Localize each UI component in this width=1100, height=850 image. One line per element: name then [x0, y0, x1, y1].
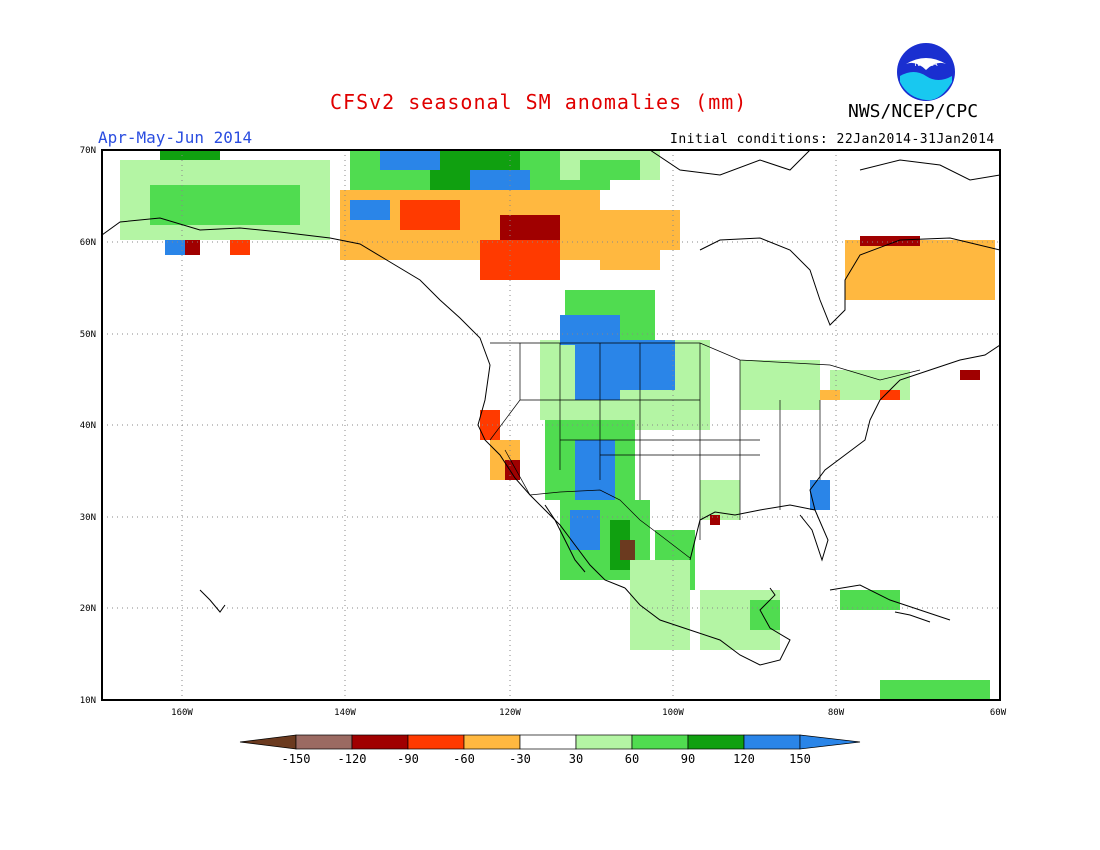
lon-label: 160W [171, 708, 193, 718]
initial-conditions-label: Initial conditions: 22Jan2014-31Jan2014 [670, 132, 995, 147]
map-graticule [102, 150, 1000, 700]
colorbar-label: -120 [337, 752, 367, 766]
colorbar-swatch [351, 734, 409, 750]
agency-label: NWS/NCEP/CPC [848, 101, 979, 122]
lon-label: 100W [662, 708, 684, 718]
political-borders [489, 342, 921, 559]
longitude-labels: 160W 140W 120W 100W 80W 60W [171, 708, 1007, 718]
map-frame [101, 149, 1001, 701]
colorbar-swatch [519, 734, 577, 750]
lat-label: 60N [80, 238, 96, 248]
lon-label: 60W [990, 708, 1007, 718]
colorbar-arrow-left [239, 734, 297, 750]
colorbar-label: -150 [281, 752, 311, 766]
lat-label: 40N [80, 421, 96, 431]
colorbar-label: 30 [568, 752, 584, 766]
latitude-labels: 10N 20N 30N 40N 50N 60N 70N [80, 146, 96, 706]
colorbar-arrow-right [799, 734, 861, 750]
colorbar-swatch [743, 734, 801, 750]
anomaly-cells [120, 150, 995, 700]
period-label: Apr-May-Jun 2014 [98, 128, 253, 147]
lat-label: 70N [80, 146, 96, 156]
colorbar-swatch [575, 734, 633, 750]
colorbar-swatch [631, 734, 689, 750]
colorbar-label: 60 [624, 752, 640, 766]
chart-title: CFSv2 seasonal SM anomalies (mm) [330, 90, 748, 114]
lat-label: 50N [80, 330, 96, 340]
colorbar-label: -90 [397, 752, 419, 766]
colorbar-label: 90 [680, 752, 696, 766]
colorbar-swatch [687, 734, 745, 750]
colorbar [239, 734, 861, 750]
colorbar-swatch [407, 734, 465, 750]
logo-text: NOAA [914, 59, 938, 68]
lat-label: 30N [80, 513, 96, 523]
colorbar-swatch [463, 734, 521, 750]
lon-label: 80W [828, 708, 845, 718]
coastlines [102, 150, 1000, 666]
lat-label: 20N [80, 604, 96, 614]
colorbar-label: 120 [733, 752, 755, 766]
lat-label: 10N [80, 696, 96, 706]
colorbar-label: 150 [789, 752, 811, 766]
colorbar-label: -30 [509, 752, 531, 766]
colorbar-label: -60 [453, 752, 475, 766]
colorbar-swatch [295, 734, 353, 750]
noaa-logo: NOAA [896, 42, 956, 102]
lon-label: 140W [334, 708, 356, 718]
lon-label: 120W [499, 708, 521, 718]
